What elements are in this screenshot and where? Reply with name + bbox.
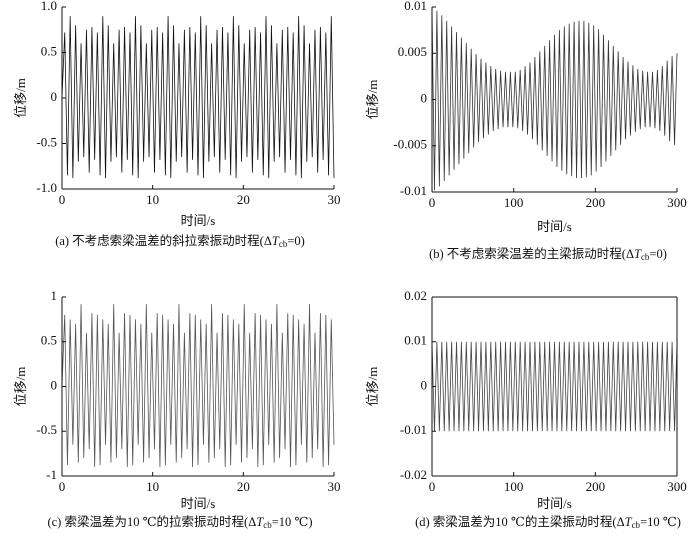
x-tick-label: 100 xyxy=(504,195,524,210)
caption-text: =0) xyxy=(287,234,304,248)
y-axis-label: 位移/m xyxy=(365,80,380,120)
caption-subscript: cb xyxy=(279,239,288,249)
x-tick-label: 20 xyxy=(237,479,250,494)
x-axis-label: 时间/s xyxy=(537,496,572,511)
x-axis-label: 时间/s xyxy=(181,496,216,511)
y-tick-label: 0 xyxy=(421,90,428,105)
x-tick-label: 10 xyxy=(146,479,159,494)
chart: -1.0 -0.5 0 0.5 1.0 0 10 20 30 时间/s 位移/m (a) 不考虑索梁温… xyxy=(13,0,341,249)
x-tick-label: 20 xyxy=(237,192,250,207)
y-tick-label: 0.02 xyxy=(404,288,427,303)
y-tick-label: 0.01 xyxy=(404,0,427,13)
chart: -0.02 -0.01 0 0.01 0.02 0 100 200 300 时间/s 位移/m (d)… xyxy=(365,288,687,530)
x-tick-label: 300 xyxy=(667,195,687,210)
caption-text: (d) 索梁温差为10 ℃的主梁振动时程(Δ xyxy=(415,514,625,529)
y-tick-label: -0.5 xyxy=(36,134,57,149)
x-tick-label: 0 xyxy=(59,479,66,494)
y-tick-label: -1.0 xyxy=(36,180,57,195)
caption: (a) 不考虑索梁温差的斜拉索振动时程(ΔTcb=0) xyxy=(55,233,305,249)
x-tick-label: 0 xyxy=(429,479,436,494)
y-tick-label: 0.01 xyxy=(404,333,427,348)
y-tick-label: 0.5 xyxy=(41,333,57,348)
caption-text: =0) xyxy=(649,247,666,261)
x-axis-label: 时间/s xyxy=(537,219,572,234)
y-tick-label: 1.0 xyxy=(41,0,57,13)
caption: (b) 不考虑索梁温差的主梁振动时程(ΔTcb=0) xyxy=(429,246,667,262)
caption-text: (a) 不考虑索梁温差的斜拉索振动时程(Δ xyxy=(55,233,272,248)
y-tick-label: -0.01 xyxy=(400,422,427,437)
caption-text: (c) 索梁温差为10 ℃的拉索振动时程(Δ xyxy=(47,514,256,529)
x-axis-label: 时间/s xyxy=(181,213,216,228)
y-tick-label: 0 xyxy=(51,89,58,104)
y-tick-label: -0.5 xyxy=(36,422,57,437)
y-tick-label: 0.5 xyxy=(41,43,57,58)
series-line xyxy=(431,6,678,191)
caption: (d) 索梁温差为10 ℃的主梁振动时程(ΔTcb=10 ℃) xyxy=(415,514,681,530)
x-tick-label: 30 xyxy=(328,479,341,494)
y-tick-label: -0.005 xyxy=(393,137,427,152)
series-line xyxy=(431,341,678,432)
caption-subscript: cb xyxy=(263,520,272,530)
y-tick-label: 1 xyxy=(51,288,58,303)
y-tick-label: -0.02 xyxy=(400,467,427,482)
caption-symbol: T xyxy=(256,515,264,529)
x-tick-label: 100 xyxy=(504,479,524,494)
caption-symbol: T xyxy=(634,247,642,261)
caption-text: =10 ℃) xyxy=(640,515,681,529)
caption-subscript: cb xyxy=(632,520,641,530)
y-tick-label: 0 xyxy=(51,377,58,392)
y-tick-label: 0 xyxy=(421,377,428,392)
caption-subscript: cb xyxy=(641,252,650,262)
x-tick-label: 200 xyxy=(586,479,606,494)
y-tick-label: 0.005 xyxy=(398,44,427,59)
y-tick-label: -1 xyxy=(46,467,57,482)
y-axis-label: 位移/m xyxy=(13,78,28,118)
x-tick-label: 10 xyxy=(146,192,159,207)
y-tick-label: -0.01 xyxy=(400,183,427,198)
caption-text: =10 ℃) xyxy=(272,515,313,529)
x-tick-label: 200 xyxy=(586,195,606,210)
x-tick-label: 300 xyxy=(667,479,687,494)
caption: (c) 索梁温差为10 ℃的拉索振动时程(ΔTcb=10 ℃) xyxy=(47,514,312,530)
x-tick-label: 30 xyxy=(328,192,341,207)
y-axis-label: 位移/m xyxy=(365,367,380,407)
x-tick-label: 0 xyxy=(59,192,66,207)
chart: -0.01 -0.005 0 0.005 0.01 0 100 200 300 时间/s 位移/m (… xyxy=(365,0,687,262)
series-line xyxy=(61,16,335,179)
caption-symbol: T xyxy=(272,234,280,248)
series-line xyxy=(61,304,335,468)
x-tick-label: 0 xyxy=(429,195,436,210)
caption-text: (b) 不考虑索梁温差的主梁振动时程(Δ xyxy=(429,246,634,261)
y-axis-label: 位移/m xyxy=(13,367,28,407)
caption-symbol: T xyxy=(625,515,633,529)
